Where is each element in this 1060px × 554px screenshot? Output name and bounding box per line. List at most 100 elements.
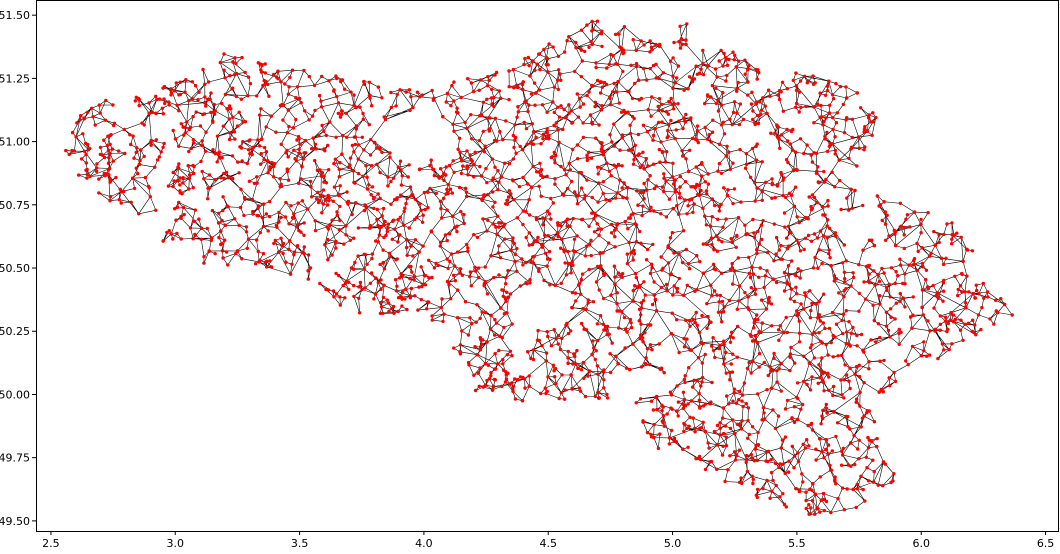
network-node	[645, 347, 650, 351]
network-node	[731, 282, 735, 286]
network-node	[350, 212, 354, 217]
network-node	[469, 113, 473, 117]
network-node	[772, 351, 776, 356]
network-node	[503, 222, 507, 226]
network-node	[903, 282, 907, 286]
network-node	[655, 394, 659, 399]
network-node	[508, 292, 513, 296]
network-node	[160, 106, 165, 111]
network-node	[797, 489, 802, 494]
network-node	[804, 104, 808, 109]
network-node	[523, 100, 527, 104]
network-node	[894, 243, 898, 248]
network-node	[827, 248, 831, 252]
network-node	[777, 89, 782, 93]
network-node	[449, 297, 453, 301]
network-node	[330, 218, 334, 222]
network-node	[745, 453, 749, 458]
network-node	[587, 224, 591, 228]
network-node	[554, 337, 558, 341]
network-node	[95, 162, 99, 166]
network-node	[908, 315, 913, 319]
network-node	[413, 294, 417, 298]
network-node	[747, 307, 751, 312]
network-node	[681, 390, 686, 394]
network-node	[659, 285, 664, 290]
network-node	[494, 70, 499, 75]
network-node	[455, 316, 460, 320]
network-node	[685, 22, 689, 26]
network-node	[542, 47, 546, 52]
network-node	[459, 171, 464, 176]
network-node	[574, 40, 578, 45]
network-node	[616, 271, 621, 275]
network-node	[300, 250, 304, 254]
network-node	[974, 333, 978, 337]
network-node	[129, 200, 133, 204]
network-node	[817, 436, 822, 441]
network-node	[150, 110, 154, 115]
network-node	[677, 252, 681, 256]
network-node	[379, 287, 383, 291]
network-node	[473, 388, 478, 393]
network-node	[657, 108, 661, 113]
axes-frame	[36, 0, 1059, 532]
network-node	[825, 130, 829, 135]
network-node	[378, 196, 382, 201]
network-node	[662, 172, 666, 176]
network-node	[853, 372, 857, 376]
network-node	[442, 196, 446, 200]
network-node	[822, 389, 826, 393]
network-node	[844, 342, 849, 346]
network-node	[680, 42, 684, 47]
network-node	[867, 279, 871, 283]
network-node	[802, 379, 806, 384]
network-node	[579, 28, 584, 32]
network-node	[685, 283, 689, 287]
network-node	[494, 225, 498, 229]
network-node	[173, 89, 177, 93]
network-node	[766, 250, 770, 255]
network-node	[393, 227, 397, 231]
network-node	[273, 162, 277, 166]
network-node	[484, 166, 488, 171]
network-node	[213, 109, 217, 113]
network-node	[703, 180, 707, 184]
network-node	[459, 156, 463, 160]
network-node	[746, 406, 751, 410]
network-node	[699, 457, 703, 462]
network-node	[524, 210, 528, 214]
network-node	[537, 184, 541, 188]
network-node	[227, 117, 231, 121]
network-node	[567, 161, 571, 166]
network-node	[599, 32, 604, 36]
network-node	[751, 272, 756, 276]
network-node	[416, 308, 420, 312]
network-node	[233, 56, 237, 60]
network-node	[844, 118, 848, 122]
network-node	[732, 100, 737, 104]
network-node	[701, 48, 705, 53]
network-node	[737, 389, 742, 394]
network-node	[417, 167, 422, 172]
network-node	[528, 281, 532, 285]
network-node	[134, 150, 138, 155]
network-node	[483, 144, 487, 148]
network-node	[961, 338, 965, 342]
network-node	[440, 297, 444, 301]
network-node	[849, 147, 853, 151]
network-node	[287, 247, 291, 252]
network-node	[276, 69, 280, 74]
network-node	[744, 458, 749, 462]
network-node	[509, 192, 513, 196]
network-node	[946, 321, 950, 326]
network-node	[390, 237, 394, 241]
network-node	[723, 55, 728, 60]
network-node	[515, 115, 519, 120]
network-node	[863, 297, 868, 301]
network-node	[732, 450, 737, 454]
network-node	[503, 296, 507, 301]
network-node	[926, 319, 930, 323]
network-node	[760, 198, 764, 202]
network-node	[731, 352, 735, 356]
